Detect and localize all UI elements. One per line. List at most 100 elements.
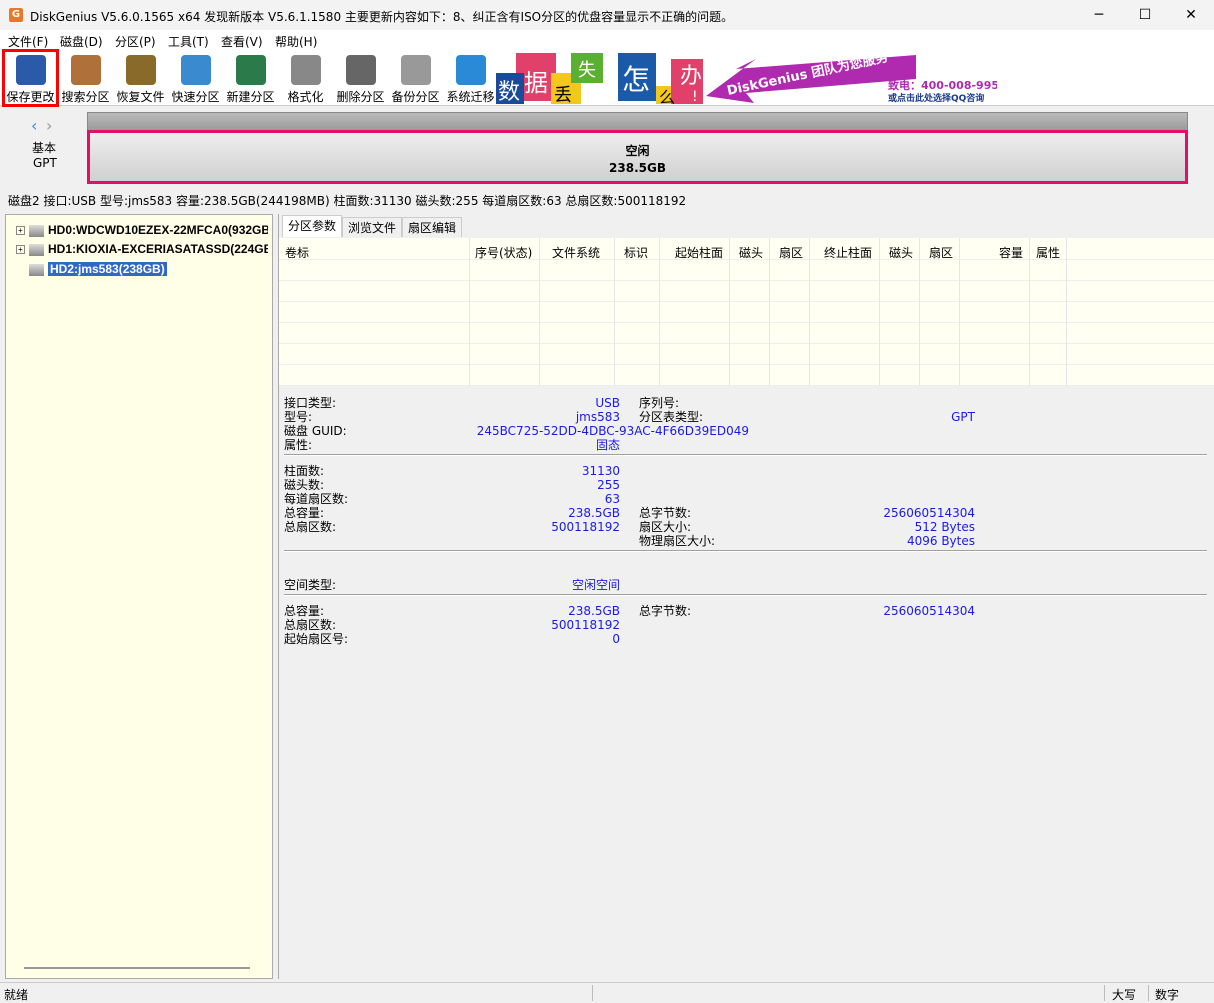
column-divider[interactable] [879, 238, 880, 386]
row-line [279, 343, 1214, 344]
toolbar-button-label: 备份分区 [391, 90, 440, 104]
column-header[interactable]: 磁头 [889, 246, 914, 260]
detail-value: 63 [604, 492, 620, 506]
detail-label: 总扇区数: [284, 618, 337, 632]
tab-browse-files[interactable]: 浏览文件 [342, 217, 403, 237]
row-line [279, 301, 1214, 302]
tab-partition-params[interactable]: 分区参数 [282, 215, 343, 237]
column-divider[interactable] [809, 238, 810, 386]
tab-sector-editor[interactable]: 扇区编辑 [402, 217, 463, 237]
detail-value: 500118192 [551, 520, 620, 534]
toolbar-button-backup[interactable]: 备份分区 [388, 50, 443, 106]
next-disk-arrow-icon[interactable]: › [46, 116, 53, 135]
column-divider[interactable] [614, 238, 615, 386]
close-button[interactable]: ✕ [1185, 7, 1197, 23]
column-divider[interactable] [539, 238, 540, 386]
menu-tools[interactable]: 工具(T) [168, 35, 209, 49]
toolbar-button-save[interactable]: 保存更改 [2, 49, 59, 107]
detail-value: jms583 [575, 410, 620, 424]
detail-label: 总扇区数: [284, 520, 337, 534]
column-header[interactable]: 起始柱面 [675, 246, 724, 260]
detail-label: 属性: [284, 438, 313, 452]
disk-info-line: 磁盘2 接口:USB 型号:jms583 容量:238.5GB(244198MB… [8, 194, 687, 208]
toolbar-button-delete[interactable]: 删除分区 [333, 50, 388, 106]
tree-node-hd2[interactable]: HD2:jms583(238GB) [29, 260, 167, 278]
banner-char: 失 [578, 60, 596, 81]
column-header[interactable]: 标识 [624, 246, 649, 260]
partition-table[interactable]: 卷标 序号(状态) 文件系统 标识 起始柱面 磁头 扇区 终止柱面 磁头 扇区 容量 属性 [279, 238, 1214, 386]
toolbar-button-label: 保存更改 [6, 90, 55, 104]
minimize-button[interactable]: ─ [1094, 7, 1104, 23]
right-panel: 分区参数 浏览文件 扇区编辑 卷标 序号(状态) 文件系统 标识 起始柱面 磁头 扇区 终止柱… [278, 214, 1214, 979]
detail-label: 型号: [284, 410, 313, 424]
free-space-block[interactable]: 空闲 238.5GB [87, 130, 1188, 184]
detail-value: 238.5GB [568, 604, 620, 618]
column-header[interactable]: 属性 [1036, 246, 1061, 260]
banner-char: 数 [498, 80, 520, 104]
app-icon: G [9, 8, 23, 22]
toolbar-button-recover[interactable]: 恢复文件 [113, 50, 168, 106]
detail-label: 总字节数: [639, 604, 692, 618]
disk-map: ‹ › 基本 GPT 空闲 238.5GB [0, 108, 1214, 188]
column-header[interactable]: 文件系统 [552, 246, 601, 260]
disk-tree[interactable]: + HD0:WDCWD10EZEX-22MFCA0(932GB) + HD1:KIO… [5, 214, 273, 979]
column-divider[interactable] [769, 238, 770, 386]
expand-icon[interactable]: + [16, 226, 25, 236]
detail-label: 总容量: [284, 604, 325, 618]
ad-banner[interactable]: 数 据 丢 失 怎 么 办 ! DiskGenius 团队为您服务 致电：400… [496, 51, 997, 104]
banner-qq: 或点击此处选择QQ咨询 [888, 92, 984, 104]
search-icon [70, 55, 101, 85]
hdd-icon [29, 263, 44, 276]
toolbar-button-format[interactable]: 格式化 [278, 50, 333, 106]
banner-char: 办 [680, 64, 702, 89]
column-divider[interactable] [469, 238, 470, 386]
column-header[interactable]: 序号(状态) [475, 246, 533, 260]
banner-char: 怎 [622, 63, 650, 96]
column-divider[interactable] [959, 238, 960, 386]
column-header[interactable]: 扇区 [929, 246, 954, 260]
column-divider[interactable] [919, 238, 920, 386]
maximize-button[interactable]: ☐ [1138, 7, 1152, 23]
detail-value: USB [595, 396, 620, 410]
column-divider[interactable] [659, 238, 660, 386]
column-divider[interactable] [729, 238, 730, 386]
column-header[interactable]: 磁头 [739, 246, 764, 260]
prev-disk-arrow-icon[interactable]: ‹ [31, 116, 38, 135]
tree-node-label: HD2:jms583(238GB) [48, 262, 167, 276]
toolbar-button-new-partition[interactable]: 新建分区 [223, 50, 278, 106]
expand-icon[interactable]: + [16, 245, 25, 255]
toolbar-button-quick-partition[interactable]: 快速分区 [168, 50, 223, 106]
banner-char: ! [692, 89, 698, 104]
free-space-size: 238.5GB [609, 161, 666, 175]
horizontal-scrollbar[interactable] [24, 967, 250, 969]
detail-label: 磁头数: [284, 478, 325, 492]
detail-value: 空闲空间 [571, 578, 620, 592]
column-divider[interactable] [1029, 238, 1030, 386]
menu-file[interactable]: 文件(F) [8, 35, 49, 49]
partition-table-type: GPT [33, 156, 57, 170]
column-header[interactable]: 终止柱面 [824, 246, 873, 260]
detail-value: 255 [597, 478, 620, 492]
menu-help[interactable]: 帮助(H) [275, 35, 318, 49]
detail-label: 每道扇区数: [284, 492, 349, 506]
tree-node-hd1[interactable]: + HD1:KIOXIA-EXCERIASATASSD(224GB) [16, 240, 268, 258]
menu-partition[interactable]: 分区(P) [115, 35, 156, 49]
detail-label: 接口类型: [284, 396, 337, 410]
menu-disk[interactable]: 磁盘(D) [60, 35, 103, 49]
toolbar-button-label: 删除分区 [336, 90, 385, 104]
status-ready: 就绪 [4, 988, 29, 1002]
detail-label: 分区表类型: [639, 410, 704, 424]
window-title: DiskGenius V5.6.0.1565 x64 发现新版本 V5.6.1.… [30, 10, 734, 24]
detail-label: 空间类型: [284, 578, 337, 592]
toolbar-button-migrate[interactable]: 系统迁移 [443, 50, 498, 106]
detail-value: 512 Bytes [914, 520, 975, 534]
column-header[interactable]: 扇区 [779, 246, 804, 260]
column-header[interactable]: 卷标 [285, 246, 310, 260]
column-divider[interactable] [1066, 238, 1067, 386]
menu-bar: 文件(F) 磁盘(D) 分区(P) 工具(T) 查看(V) 帮助(H) [0, 30, 1214, 50]
menu-view[interactable]: 查看(V) [221, 35, 263, 49]
tree-node-hd0[interactable]: + HD0:WDCWD10EZEX-22MFCA0(932GB) [16, 221, 268, 239]
column-header[interactable]: 容量 [999, 246, 1024, 260]
toolbar-button-search[interactable]: 搜索分区 [58, 50, 113, 106]
banner-graphic: 数 据 丢 失 怎 么 办 ! DiskGenius 团队为您服务 致电：400… [496, 51, 997, 104]
